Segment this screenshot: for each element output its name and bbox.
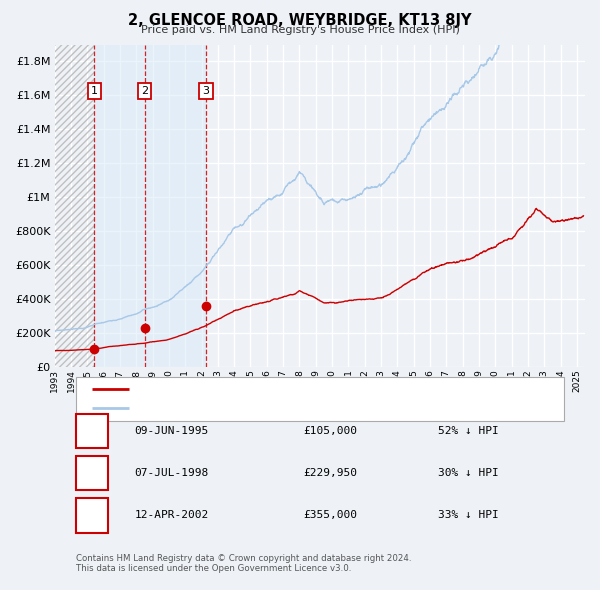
Text: 07-JUL-1998: 07-JUL-1998 [134, 468, 208, 478]
Bar [55, 44, 94, 366]
FancyBboxPatch shape [76, 456, 108, 490]
FancyBboxPatch shape [76, 414, 108, 448]
Text: 3: 3 [88, 509, 96, 522]
Text: HPI: Average price, detached house, Elmbridge: HPI: Average price, detached house, Elmb… [140, 404, 386, 414]
Text: Contains HM Land Registry data © Crown copyright and database right 2024.
This d: Contains HM Land Registry data © Crown c… [76, 554, 412, 573]
Text: 2: 2 [141, 86, 148, 96]
Text: 33% ↓ HPI: 33% ↓ HPI [438, 510, 499, 520]
Text: 12-APR-2002: 12-APR-2002 [134, 510, 208, 520]
Text: £229,950: £229,950 [304, 468, 358, 478]
Text: 2: 2 [88, 467, 96, 480]
FancyBboxPatch shape [76, 499, 108, 533]
Text: 2, GLENCOE ROAD, WEYBRIDGE, KT13 8JY (detached house): 2, GLENCOE ROAD, WEYBRIDGE, KT13 8JY (de… [140, 384, 452, 394]
Text: 2, GLENCOE ROAD, WEYBRIDGE, KT13 8JY: 2, GLENCOE ROAD, WEYBRIDGE, KT13 8JY [128, 13, 472, 28]
Text: 3: 3 [203, 86, 209, 96]
Text: 09-JUN-1995: 09-JUN-1995 [134, 426, 208, 436]
Text: £105,000: £105,000 [304, 426, 358, 436]
FancyBboxPatch shape [76, 376, 564, 421]
Text: 1: 1 [91, 86, 98, 96]
Text: Price paid vs. HM Land Registry's House Price Index (HPI): Price paid vs. HM Land Registry's House … [140, 25, 460, 35]
Text: 52% ↓ HPI: 52% ↓ HPI [438, 426, 499, 436]
Bar [94, 44, 206, 366]
Text: 30% ↓ HPI: 30% ↓ HPI [438, 468, 499, 478]
Text: 1: 1 [88, 424, 96, 437]
Text: £355,000: £355,000 [304, 510, 358, 520]
